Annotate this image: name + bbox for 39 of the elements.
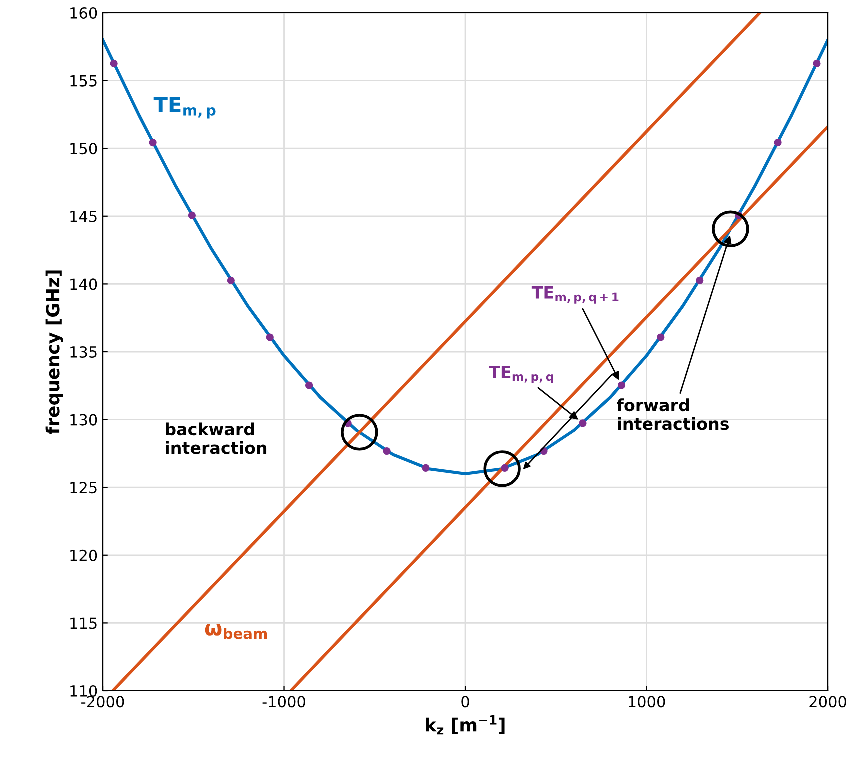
y-tick-label: 115 xyxy=(70,618,97,630)
x-axis-title: k$_{z}$ [m$^{−1}$] xyxy=(426,716,505,735)
point xyxy=(422,464,430,472)
series-label: TE$_{m,p}$ xyxy=(154,97,216,119)
point xyxy=(266,334,274,342)
point xyxy=(149,138,157,147)
point xyxy=(188,212,196,220)
y-tick-label: 160 xyxy=(70,7,98,20)
annotation: backward interaction xyxy=(166,422,267,454)
point xyxy=(110,60,118,68)
y-tick-label: 145 xyxy=(70,211,97,222)
point xyxy=(501,464,509,472)
y-tick-label: 110 xyxy=(70,685,98,698)
x-tick-label: -1000 xyxy=(262,696,306,708)
y-tick-label: 125 xyxy=(70,482,97,494)
y-axis-title: frequency [GHz] xyxy=(46,270,64,434)
series-label: ω$_{beam}$ xyxy=(205,624,268,640)
x-tick-label: 1000 xyxy=(629,696,666,708)
annotation: TE$_{m,p,q}$ xyxy=(489,366,554,384)
y-tick-label: 155 xyxy=(70,75,97,87)
point xyxy=(579,420,587,428)
x-tick-label: 2000 xyxy=(810,696,846,708)
y-tick-label: 120 xyxy=(70,550,98,562)
annotation: forward interactions xyxy=(617,398,730,430)
y-tick-label: 135 xyxy=(70,346,97,358)
x-tick-label: -2000 xyxy=(82,696,124,708)
point xyxy=(813,60,821,68)
point xyxy=(618,382,626,390)
point xyxy=(774,138,782,147)
point xyxy=(657,334,665,342)
y-tick-label: 130 xyxy=(70,414,98,426)
y-tick-label: 140 xyxy=(70,278,98,290)
x-tick-label: 0 xyxy=(462,696,470,708)
point xyxy=(383,447,391,456)
annotation: TE$_{m,p,q+1}$ xyxy=(532,286,619,304)
y-tick-label: 150 xyxy=(70,143,98,155)
point xyxy=(227,276,235,284)
point xyxy=(305,382,314,390)
point xyxy=(696,276,704,284)
